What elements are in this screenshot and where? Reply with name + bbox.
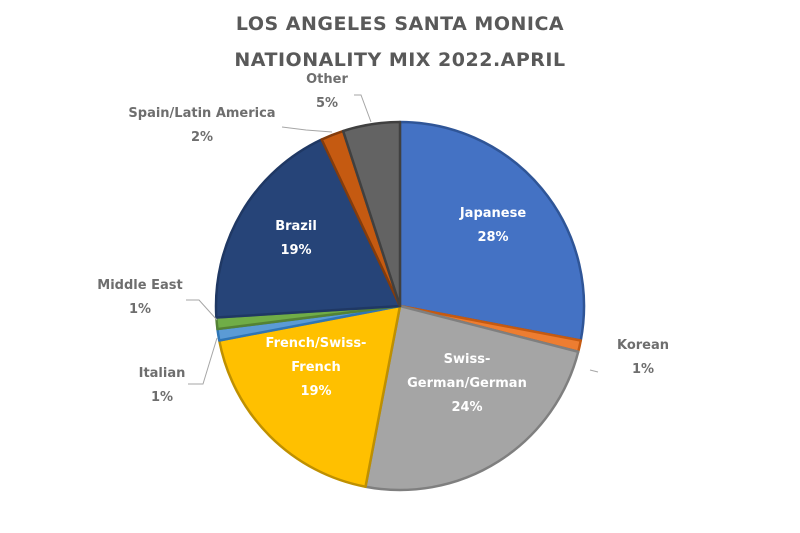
pie-slice-other xyxy=(341,120,402,308)
chart-title-line-2: NATIONALITY MIX 2022.APRIL xyxy=(234,49,565,71)
leader-line-italian xyxy=(188,337,218,385)
leader-line-middle-east xyxy=(186,299,218,321)
slice-label-middle-east: Middle East xyxy=(97,278,182,293)
leader-line-other xyxy=(354,94,372,123)
slice-label-swiss-german-german: German/German xyxy=(407,376,527,391)
slice-value-spain-latin-america: 2% xyxy=(191,130,213,145)
slice-label-french-swiss-french: French/Swiss- xyxy=(266,336,367,351)
leader-line-spain-latin-america xyxy=(281,126,333,133)
slice-label-brazil: Brazil xyxy=(275,219,317,234)
slice-value-brazil: 19% xyxy=(280,243,311,258)
slice-label-korean: Korean xyxy=(617,338,669,353)
pie-slice-french-swiss-french xyxy=(218,304,402,488)
pie-slices xyxy=(214,120,586,492)
chart-title-line-1: LOS ANGELES SANTA MONICA xyxy=(236,13,564,35)
slice-value-middle-east: 1% xyxy=(129,302,151,317)
slice-label-swiss-german-german: Swiss- xyxy=(444,352,491,367)
leader-lines xyxy=(186,94,599,385)
pie-slice-swiss-german-german xyxy=(364,304,580,492)
pie-slice-japanese xyxy=(398,120,586,342)
slice-value-other: 5% xyxy=(316,96,338,111)
pie-slice-brazil xyxy=(214,138,402,319)
slice-value-french-swiss-french: 19% xyxy=(300,384,331,399)
slice-label-french-swiss-french: French xyxy=(291,360,341,375)
slice-label-spain-latin-america: Spain/Latin America xyxy=(128,106,275,121)
slice-label-other: Other xyxy=(306,72,348,87)
slice-value-japanese: 28% xyxy=(477,230,508,245)
slice-value-italian: 1% xyxy=(151,390,173,405)
slice-labels: Japanese 28% Korean 1% Swiss- German/German 24… xyxy=(97,72,669,415)
slice-label-italian: Italian xyxy=(139,366,186,381)
slice-label-japanese: Japanese xyxy=(459,206,526,221)
slice-value-korean: 1% xyxy=(632,362,654,377)
leader-line-korean xyxy=(589,369,599,373)
slice-value-swiss-german-german: 24% xyxy=(451,400,482,415)
